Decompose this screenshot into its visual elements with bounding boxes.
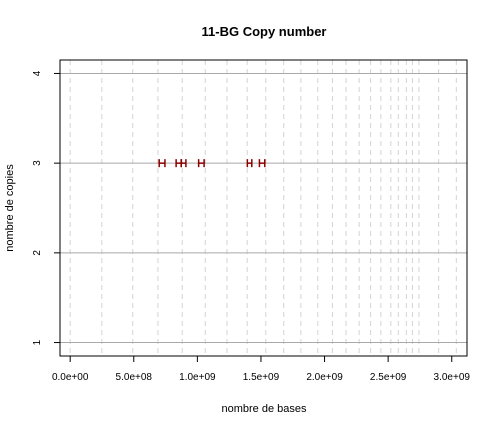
copy-number-segment xyxy=(159,159,165,167)
y-axis: 1 2 3 4 xyxy=(32,70,60,345)
x-tick-label: 1.5e+09 xyxy=(243,372,280,383)
x-tick-label: 1.0e+09 xyxy=(179,372,216,383)
x-tick-label: 2.0e+09 xyxy=(306,372,343,383)
x-axis-label: nombre de bases xyxy=(222,403,307,415)
x-tick-label: 5.0e+08 xyxy=(116,372,153,383)
x-tick-label: 0.0e+00 xyxy=(52,372,89,383)
copy-number-segment xyxy=(199,159,204,167)
copy-number-segment xyxy=(176,159,181,167)
y-tick-label: 3 xyxy=(32,160,43,166)
x-tick-label: 2.5e+09 xyxy=(370,372,407,383)
y-tick-label: 1 xyxy=(32,339,43,345)
x-axis: 0.0e+00 5.0e+08 1.0e+09 1.5e+09 2.0e+09 2.5e+… xyxy=(52,356,470,383)
y-tick-label: 4 xyxy=(32,70,43,76)
y-axis-label: nombre de copies xyxy=(4,164,16,252)
y-tick-label: 2 xyxy=(32,250,43,256)
copy-number-segment xyxy=(181,159,186,167)
copy-number-segment xyxy=(259,159,264,167)
x-tick-label: 3.0e+09 xyxy=(434,372,471,383)
vertical-grid xyxy=(70,60,456,356)
chart-title: 11-BG Copy number xyxy=(202,24,327,39)
copy-number-segment xyxy=(247,159,251,167)
